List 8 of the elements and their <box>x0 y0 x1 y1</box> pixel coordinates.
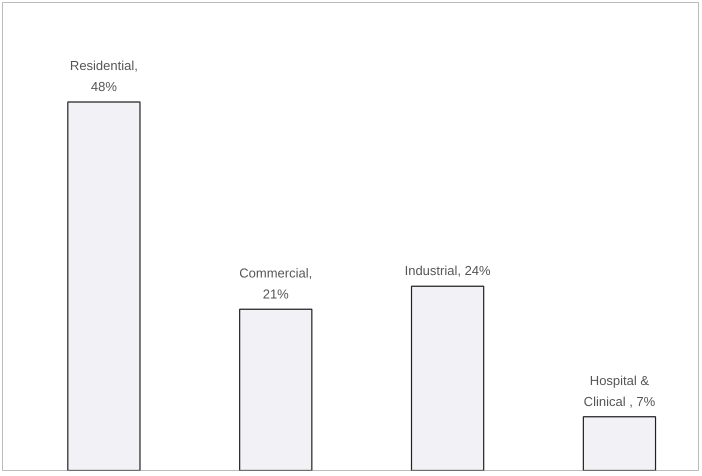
data-label: Commercial, 21% <box>239 265 312 302</box>
data-label: Residential, 48% <box>70 58 138 94</box>
bar <box>67 101 141 470</box>
bar <box>239 308 312 470</box>
bar <box>410 286 484 470</box>
data-label: Hospital & Clinical , 7% <box>584 372 656 409</box>
data-label: Industrial, 24% <box>404 263 492 278</box>
bar <box>582 416 656 470</box>
